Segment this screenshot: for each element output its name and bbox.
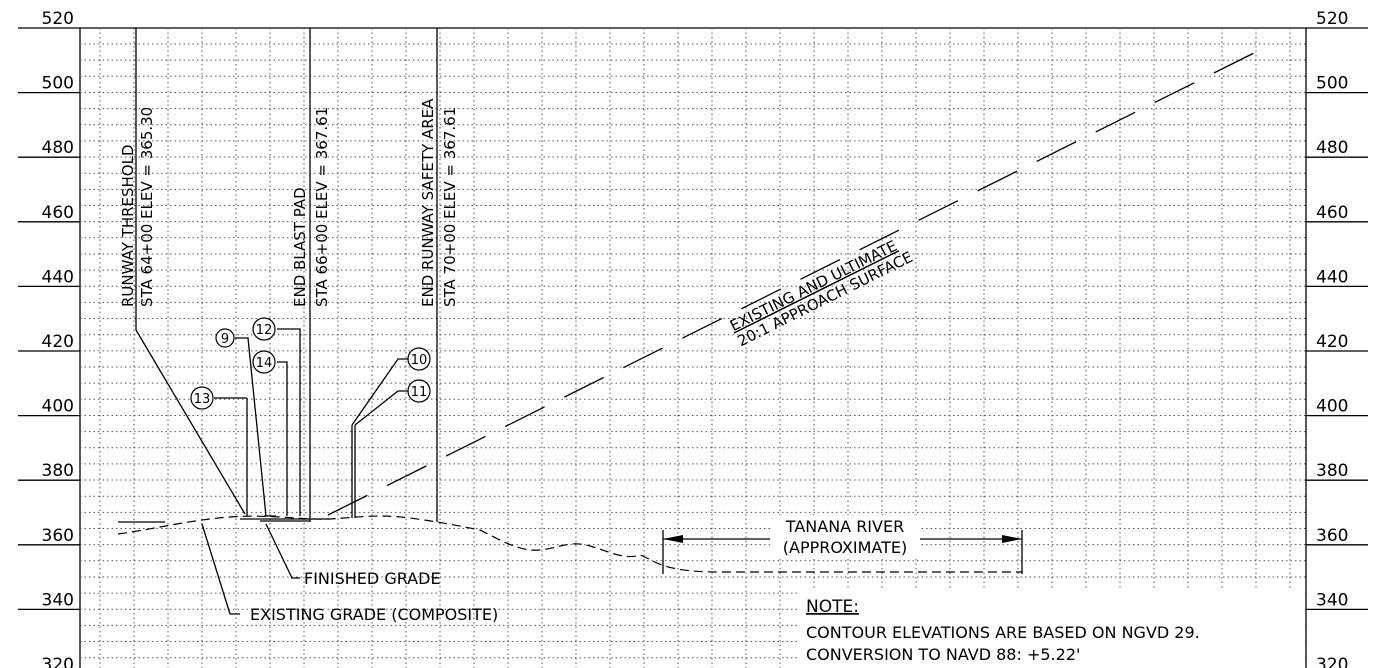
approach-surface-label-1: EXISTING AND ULTIMATE <box>727 237 900 335</box>
elevation-label-right: 400 <box>1316 397 1348 417</box>
elevation-label-left: 440 <box>42 267 74 287</box>
elevation-axis-right: 520 500 480 460 440 420 400 380 360 340 320 <box>1306 9 1368 668</box>
elevation-label-left: 380 <box>42 461 74 481</box>
finished-grade-label: FINISHED GRADE <box>304 569 441 588</box>
elevation-label-right: 500 <box>1316 74 1348 94</box>
elevation-label-right: 460 <box>1316 203 1348 223</box>
elevation-label-right: 340 <box>1316 590 1348 610</box>
elevation-label-left: 500 <box>42 74 74 94</box>
profile-grid <box>80 28 1306 668</box>
elevation-label-right: 320 <box>1316 655 1348 668</box>
callout-14: 14 <box>252 350 276 374</box>
callout-9: 9 <box>215 328 235 348</box>
svg-text:11: 11 <box>411 385 428 400</box>
callout-13: 13 <box>190 386 214 410</box>
existing-grade-label: EXISTING GRADE (COMPOSITE) <box>250 605 498 624</box>
svg-text:9: 9 <box>221 332 229 347</box>
finished-grade <box>118 518 330 523</box>
existing-grade-line <box>117 515 1022 573</box>
elevation-label-left: 340 <box>42 590 74 610</box>
threshold-sta-elev: STA 64+00 ELEV = 365.30 <box>138 107 156 307</box>
svg-text:12: 12 <box>256 323 273 338</box>
callout-12: 12 <box>252 317 276 341</box>
elevation-label-right: 440 <box>1316 267 1348 287</box>
grade-leaders <box>201 523 300 615</box>
blast-pad-sta-elev: STA 66+00 ELEV = 367.61 <box>313 107 331 307</box>
elevation-label-left: 460 <box>42 203 74 223</box>
elevation-label-right: 520 <box>1316 9 1348 29</box>
tanana-river-label: TANANA RIVER <box>785 517 904 536</box>
obstacle-lines <box>214 328 408 518</box>
elevation-label-right: 480 <box>1316 138 1348 158</box>
elevation-label-left: 360 <box>42 526 74 546</box>
elevation-label-left: 320 <box>42 655 74 668</box>
elevation-label-right: 360 <box>1316 526 1348 546</box>
svg-text:13: 13 <box>194 392 211 407</box>
elevation-label-left: 480 <box>42 138 74 158</box>
elevation-label-right: 380 <box>1316 461 1348 481</box>
safety-area-label: END RUNWAY SAFETY AREA <box>419 98 437 307</box>
svg-text:14: 14 <box>256 356 273 371</box>
callout-10: 10 <box>407 347 431 371</box>
note-line-1: CONTOUR ELEVATIONS ARE BASED ON NGVD 29. <box>806 623 1200 642</box>
elevation-axis-left: 520 500 480 460 440 420 400 380 360 340 320 <box>18 9 80 668</box>
elevation-label-right: 420 <box>1316 332 1348 352</box>
blast-pad-label: END BLAST PAD <box>291 187 309 307</box>
tanana-river-approximate: (APPROXIMATE) <box>783 538 907 557</box>
elevation-label-left: 520 <box>42 9 74 29</box>
callout-11: 11 <box>407 379 431 403</box>
note-line-2: CONVERSION TO NAVD 88: +5.22' <box>806 645 1080 664</box>
safety-area-sta-elev: STA 70+00 ELEV = 367.61 <box>441 107 459 307</box>
threshold-label: RUNWAY THRESHOLD <box>119 144 137 307</box>
drawing-frame <box>79 27 1307 668</box>
elevation-label-left: 420 <box>42 332 74 352</box>
approach-surface-line <box>327 43 1273 516</box>
svg-text:10: 10 <box>411 353 428 368</box>
note-title: NOTE: <box>806 597 859 617</box>
threshold-leader <box>135 329 246 515</box>
elevation-label-left: 400 <box>42 397 74 417</box>
station-lines <box>135 28 438 522</box>
